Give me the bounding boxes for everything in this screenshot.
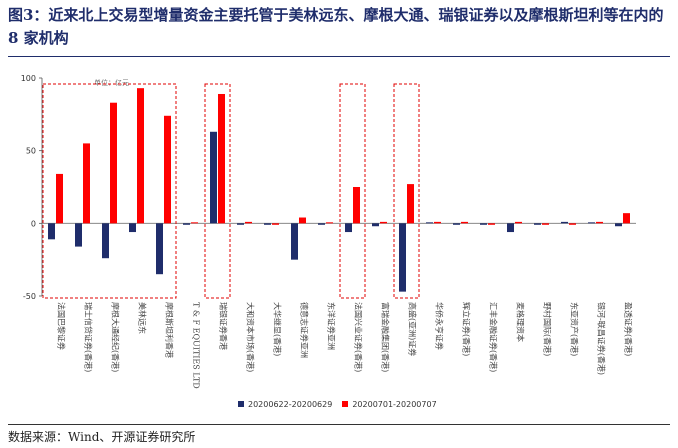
bar-series-2-3 xyxy=(137,88,144,224)
category-label: 高盛(亚洲)证券 xyxy=(408,302,418,356)
title-divider xyxy=(8,56,670,57)
category-label: 瑞士信贷证券(香港) xyxy=(84,302,94,372)
bar-series-1-9 xyxy=(291,223,298,260)
category-label: 大和资本市场(香港) xyxy=(246,302,256,372)
bar-series-1-12 xyxy=(372,223,379,227)
bar-series-2-11 xyxy=(353,187,360,224)
bar-series-2-10 xyxy=(326,222,333,224)
bar-series-1-6 xyxy=(210,131,217,224)
legend-swatch-series-1 xyxy=(238,401,244,407)
category-label: 德意志证券亚洲 xyxy=(300,302,310,358)
category-label: 大华继显(香港) xyxy=(273,302,283,356)
legend-item-series-1: 20200622-20200629 xyxy=(238,400,332,409)
highlight-box-2 xyxy=(204,83,231,299)
category-label: 野村国际(香港) xyxy=(543,302,553,356)
category-label: 美林远东 xyxy=(138,302,148,334)
bar-series-1-4 xyxy=(156,223,163,275)
bar-series-2-7 xyxy=(245,221,252,224)
bar-series-1-15 xyxy=(453,223,460,225)
source-note: 数据来源：Wind、开源证券研究所 xyxy=(8,430,196,444)
bar-series-2-6 xyxy=(218,93,225,224)
highlight-box-1 xyxy=(42,83,177,299)
category-label: T & F EQUITIES LTD xyxy=(192,302,201,389)
bar-series-2-14 xyxy=(434,221,441,224)
bar-series-1-2 xyxy=(102,223,109,259)
bar-series-1-11 xyxy=(345,223,352,233)
bar-series-1-5 xyxy=(183,223,190,225)
bar-series-1-20 xyxy=(588,222,595,224)
bar-series-1-0 xyxy=(48,223,55,240)
bar-series-2-19 xyxy=(569,223,576,225)
bar-series-2-15 xyxy=(461,221,468,224)
bar-series-1-3 xyxy=(129,223,136,233)
bar-series-1-8 xyxy=(264,223,271,225)
bar-series-2-4 xyxy=(164,115,171,224)
category-label: 法国兴业证券(香港) xyxy=(354,302,364,372)
bar-series-2-21 xyxy=(623,213,630,224)
bar-series-1-19 xyxy=(561,221,568,224)
category-label: 麦格理资本 xyxy=(516,302,526,342)
figure-title: 图3：近来北上交易型增量资金主要托管于美林远东、摩根大通、瑞银证券以及摩根斯坦利… xyxy=(8,6,664,47)
y-tick-label: 0 xyxy=(31,219,36,228)
bar-series-2-16 xyxy=(488,223,495,225)
bar-series-1-10 xyxy=(318,223,325,225)
category-label: 摩根大通经纪(香港) xyxy=(111,302,121,372)
legend-swatch-series-2 xyxy=(342,401,349,407)
bar-series-2-5 xyxy=(191,222,198,224)
y-tick-label: 50 xyxy=(26,147,36,156)
category-label: 瑞银证券香港 xyxy=(219,302,229,350)
category-label: 东洋证券亚洲 xyxy=(327,302,337,350)
bar-series-2-18 xyxy=(542,223,549,225)
bar-series-1-14 xyxy=(426,222,433,224)
category-label: 汇丰金融证券(香港) xyxy=(489,302,499,372)
chart-legend: 20200622-20200629 20200701-20200707 xyxy=(238,396,437,412)
bar-series-1-16 xyxy=(480,223,487,225)
source-divider xyxy=(8,424,670,425)
bar-series-2-8 xyxy=(272,223,279,225)
bar-series-2-17 xyxy=(515,221,522,224)
bar-series-2-1 xyxy=(83,143,90,224)
legend-label-series-1: 20200622-20200629 xyxy=(248,399,333,409)
unit-label: 单位：亿元 xyxy=(94,78,129,87)
y-tick-label: 100 xyxy=(21,74,36,83)
category-label: 摩根斯坦利香港 xyxy=(165,302,175,358)
bar-series-1-21 xyxy=(615,223,622,227)
bar-series-1-7 xyxy=(237,223,244,225)
category-label: 法国巴黎证券 xyxy=(57,302,67,350)
bar-series-2-2 xyxy=(110,102,117,224)
bar-series-1-1 xyxy=(75,223,82,247)
bar-series-1-13 xyxy=(399,223,406,292)
category-label: 华侨永亨证券 xyxy=(435,302,445,350)
highlight-box-4 xyxy=(393,83,420,299)
highlight-box-3 xyxy=(339,83,366,299)
category-label: 银河-联昌证券(香港) xyxy=(597,302,607,375)
bar-series-2-12 xyxy=(380,221,387,224)
bar-series-1-18 xyxy=(534,223,541,225)
bar-series-1-17 xyxy=(507,223,514,233)
bar-series-2-13 xyxy=(407,184,414,224)
category-label: 盈透证券(香港) xyxy=(624,302,634,356)
legend-item-series-2: 20200701-20200707 xyxy=(342,399,437,409)
y-tick-label: -50 xyxy=(23,292,36,301)
bar-series-2-0 xyxy=(56,173,63,224)
bar-series-2-20 xyxy=(596,221,603,224)
category-label: 富瑞金融集团(香港) xyxy=(381,302,391,372)
category-label: 辉立证券(香港) xyxy=(462,302,472,356)
category-label: 东亚资产(香港) xyxy=(570,302,580,356)
bar-series-2-9 xyxy=(299,217,306,224)
legend-label-series-2: 20200701-20200707 xyxy=(352,399,437,409)
